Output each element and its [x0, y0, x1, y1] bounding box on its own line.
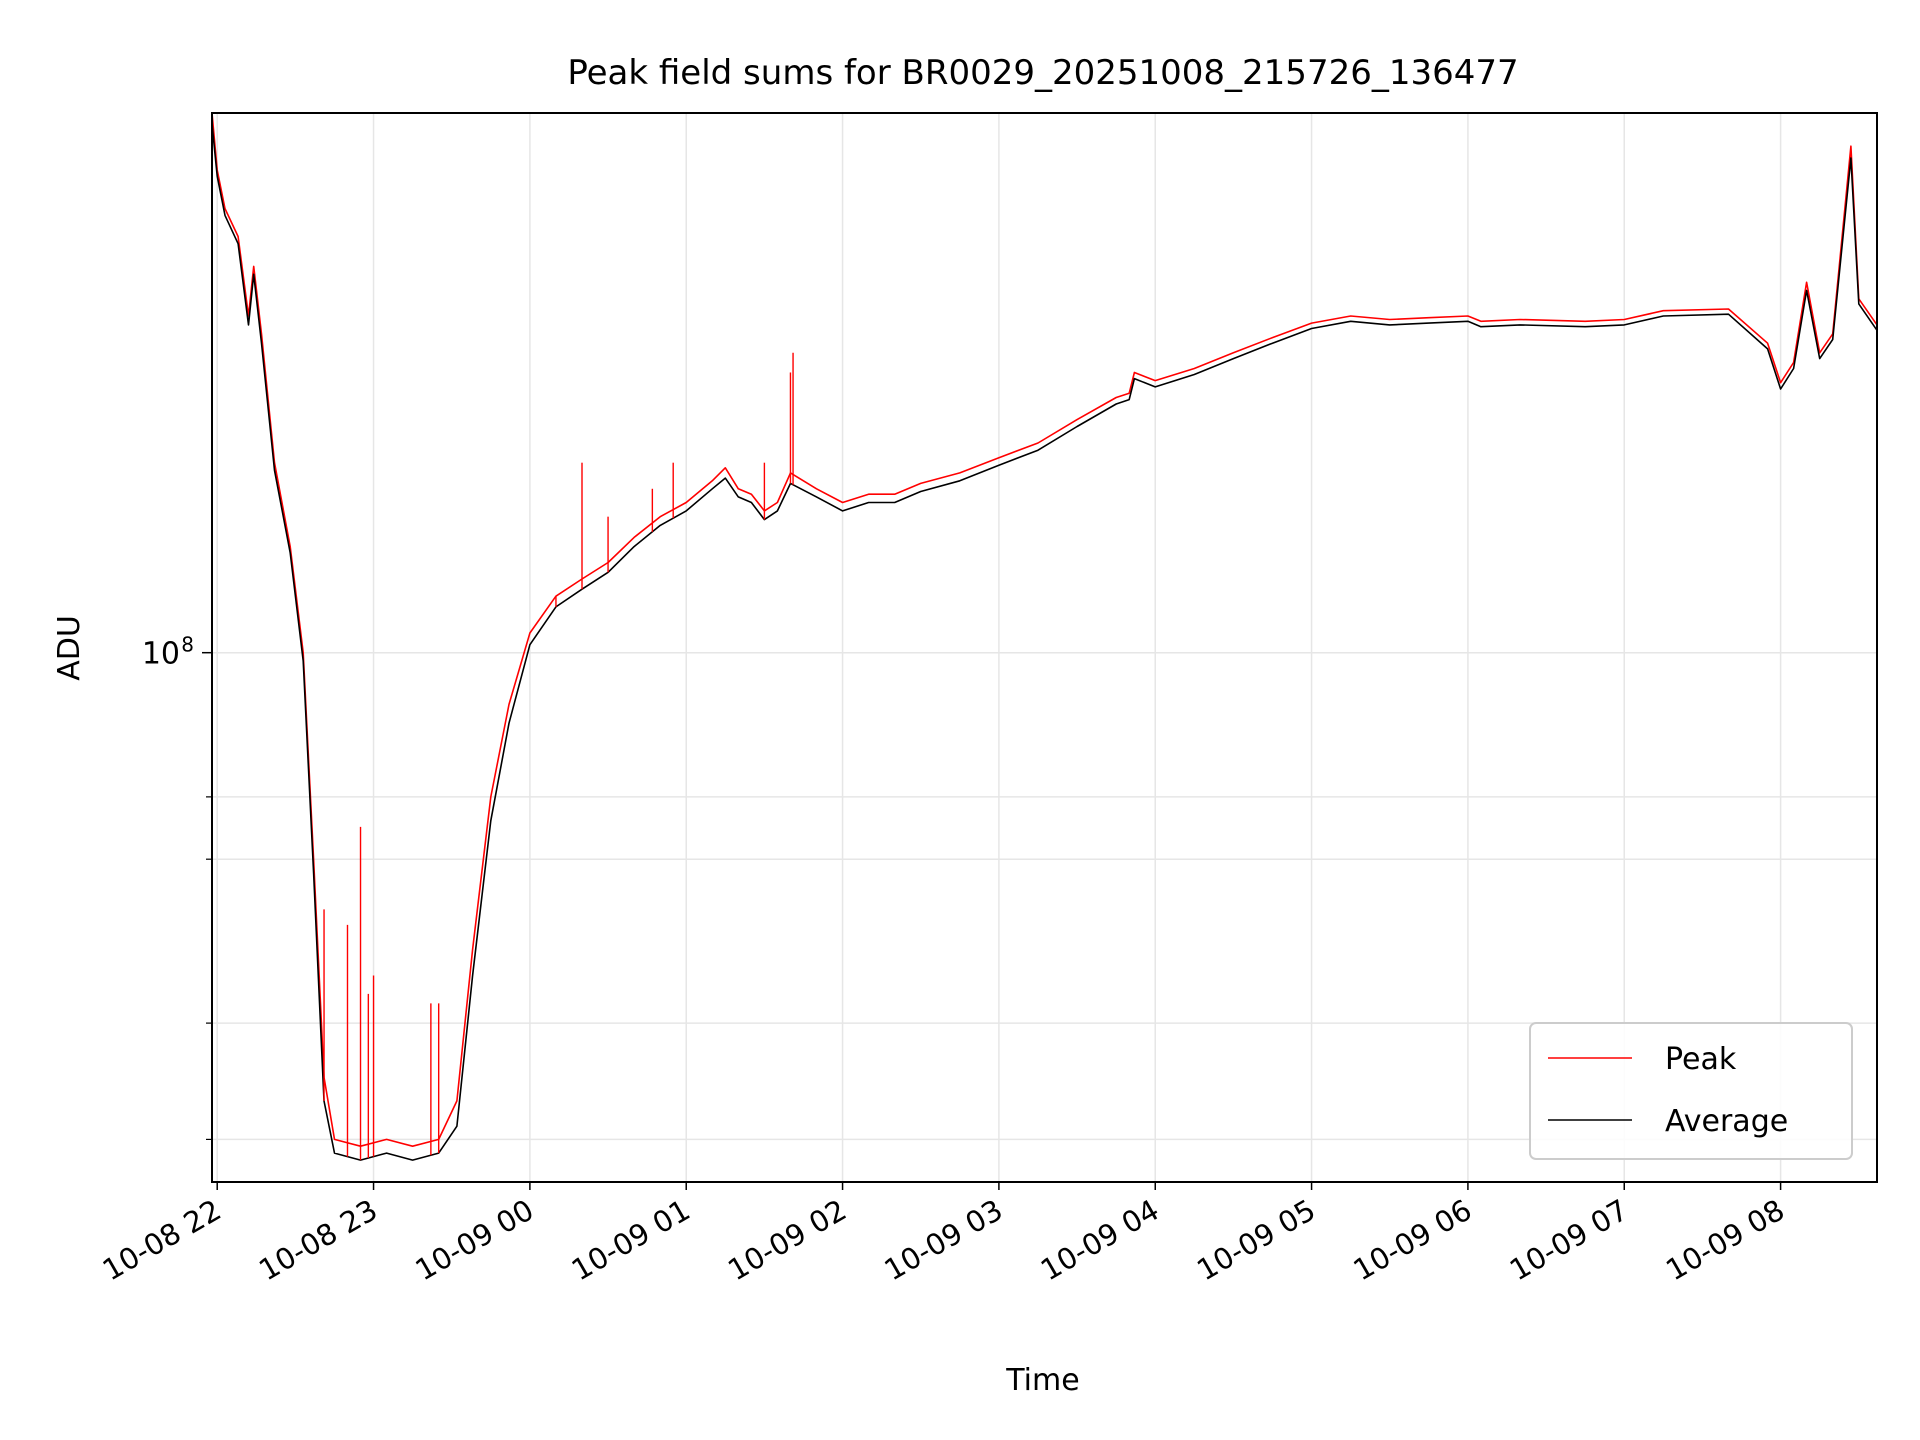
x-axis-label: Time [1005, 1363, 1079, 1398]
chart-title: Peak field sums for BR0029_20251008_2157… [567, 53, 1518, 93]
y-tick-label-exponent: 8 [181, 633, 194, 657]
series-line-average [211, 123, 1878, 1161]
legend-label-average: Average [1665, 1104, 1788, 1139]
legend: Peak Average [1529, 1022, 1853, 1160]
series-layer [211, 112, 1878, 1161]
y-tick-label: 10 [142, 637, 180, 672]
y-axis-label: ADU [52, 615, 87, 681]
legend-box [1529, 1022, 1853, 1160]
plot-area-frame [211, 112, 1878, 1183]
y-axis: 10 8 [142, 633, 212, 1141]
legend-label-peak: Peak [1665, 1042, 1737, 1077]
grid-lines [212, 113, 1877, 1182]
series-line-peak [211, 112, 1878, 1147]
